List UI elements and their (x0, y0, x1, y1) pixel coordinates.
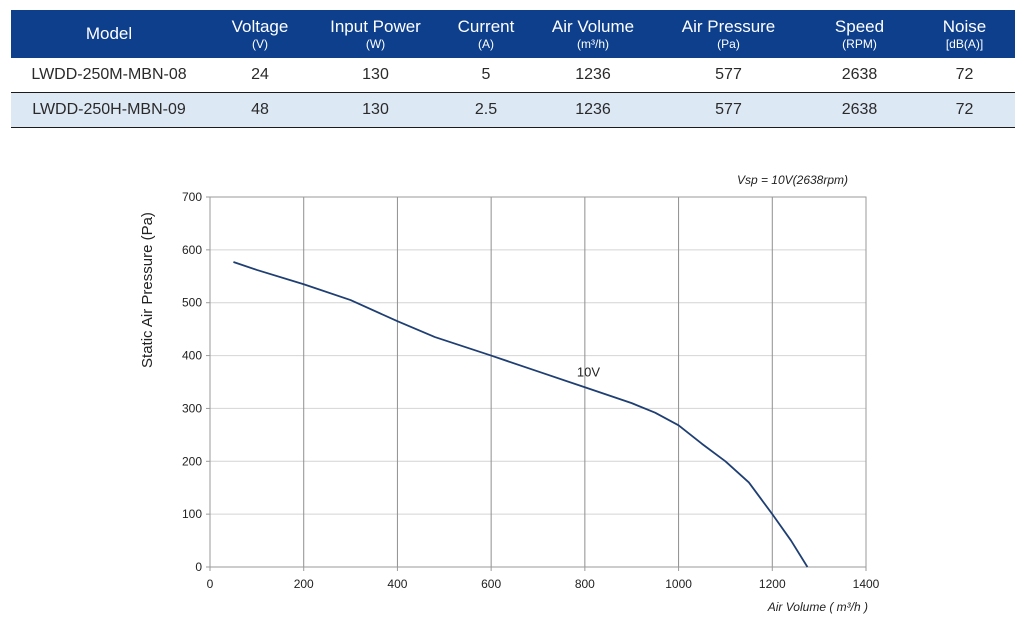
grid (210, 197, 866, 567)
header-noise: Noise [dB(A)] (914, 10, 1015, 58)
cell-voltage: 24 (207, 58, 313, 93)
cell-model: LWDD-250M-MBN-08 (11, 58, 207, 93)
cell-current: 5 (438, 58, 534, 93)
x-tick-label: 800 (575, 577, 595, 591)
spec-table: Model Voltage (V) Input Power (W) Curren… (11, 10, 1015, 128)
cell-speed: 2638 (805, 92, 914, 128)
header-model: Model (11, 10, 207, 58)
y-tick-label: 700 (182, 190, 202, 204)
series-line-10v (233, 261, 809, 568)
cell-model: LWDD-250H-MBN-09 (11, 92, 207, 128)
y-tick-label: 0 (195, 560, 202, 574)
x-tick-label: 0 (207, 577, 214, 591)
cell-noise: 72 (914, 92, 1015, 128)
x-axis: 0 200 400 600 800 1000 1200 1400 (207, 567, 880, 591)
cell-input-power: 130 (313, 58, 438, 93)
table-row: LWDD-250H-MBN-09 48 130 2.5 1236 577 263… (11, 92, 1015, 128)
cell-current: 2.5 (438, 92, 534, 128)
header-speed: Speed (RPM) (805, 10, 914, 58)
header-voltage: Voltage (V) (207, 10, 313, 58)
series-label: 10V (577, 365, 600, 380)
header-current: Current (A) (438, 10, 534, 58)
cell-noise: 72 (914, 58, 1015, 93)
x-tick-label: 600 (481, 577, 501, 591)
cell-air-pressure: 577 (652, 92, 805, 128)
y-tick-label: 400 (182, 349, 202, 363)
y-tick-label: 100 (182, 507, 202, 521)
x-tick-label: 1400 (853, 577, 880, 591)
header-input-power: Input Power (W) (313, 10, 438, 58)
cell-voltage: 48 (207, 92, 313, 128)
series-group: 10V (233, 261, 809, 568)
y-tick-label: 200 (182, 454, 202, 468)
cell-air-pressure: 577 (652, 58, 805, 93)
y-tick-label: 500 (182, 296, 202, 310)
x-tick-label: 200 (294, 577, 314, 591)
x-axis-title: Air Volume ( m³/h ) (767, 600, 868, 614)
table-row: LWDD-250M-MBN-08 24 130 5 1236 577 2638 … (11, 58, 1015, 93)
cell-speed: 2638 (805, 58, 914, 93)
chart-annotation: Vsp = 10V(2638rpm) (737, 173, 848, 187)
x-tick-label: 1000 (665, 577, 692, 591)
table-header-row: Model Voltage (V) Input Power (W) Curren… (11, 10, 1015, 58)
cell-input-power: 130 (313, 92, 438, 128)
y-tick-label: 600 (182, 243, 202, 257)
cell-air-volume: 1236 (534, 92, 652, 128)
cell-air-volume: 1236 (534, 58, 652, 93)
y-axis: 0 100 200 300 400 500 600 700 (182, 190, 210, 574)
y-tick-label: 300 (182, 401, 202, 415)
x-tick-label: 1200 (759, 577, 786, 591)
x-tick-label: 400 (387, 577, 407, 591)
header-air-volume: Air Volume (m³/h) (534, 10, 652, 58)
plot-frame (209, 196, 867, 568)
y-axis-title: Static Air Pressure (Pa) (139, 212, 156, 368)
header-air-pressure: Air Pressure (Pa) (652, 10, 805, 58)
